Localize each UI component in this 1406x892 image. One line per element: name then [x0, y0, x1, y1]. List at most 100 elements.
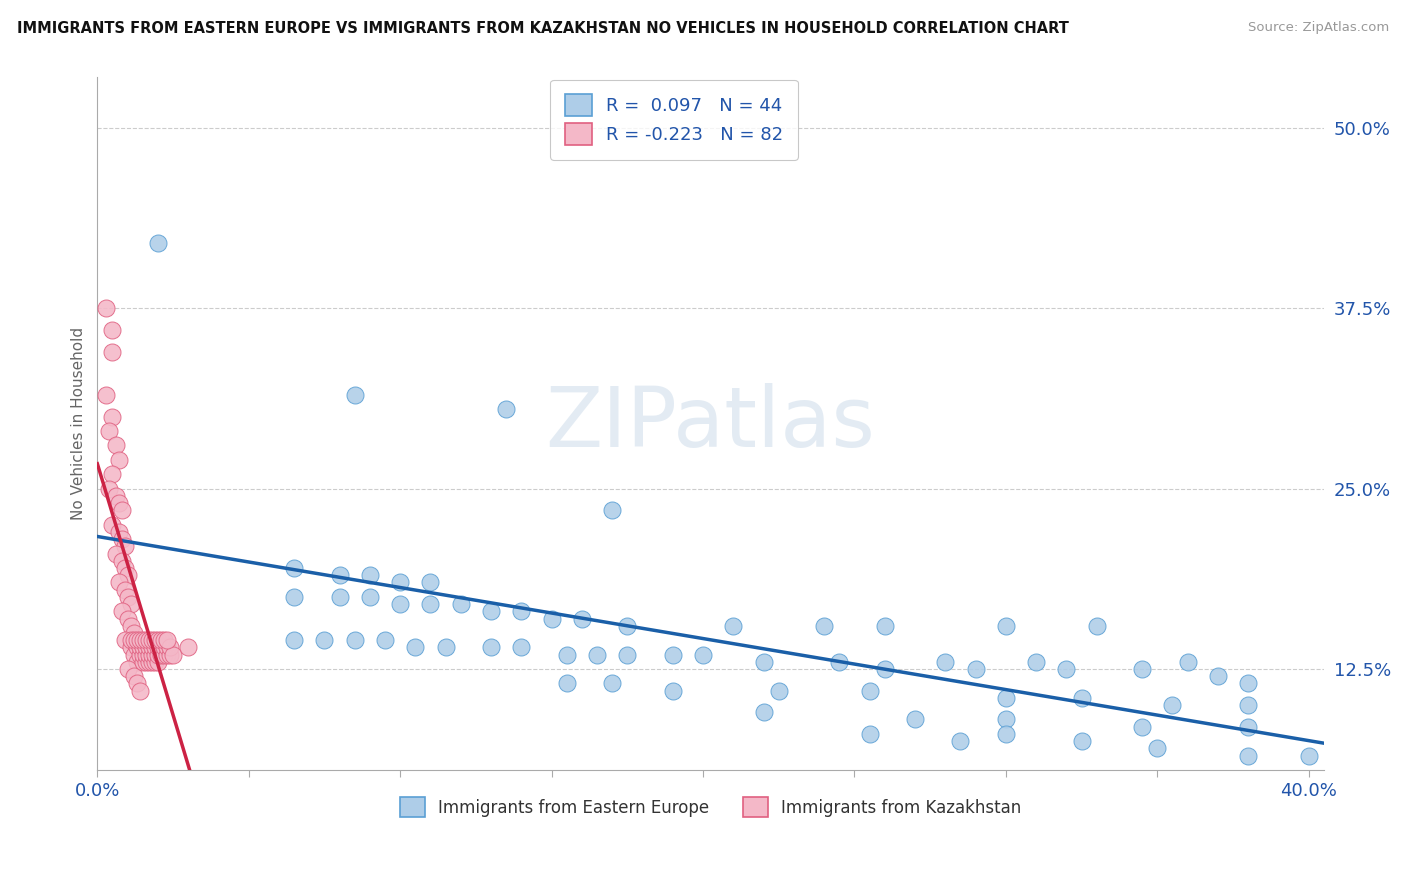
Point [98, 482, 121, 496]
Point [120, 618, 142, 632]
Point [132, 655, 155, 669]
Point [122, 648, 145, 662]
Point [994, 618, 1017, 632]
Point [117, 611, 139, 625]
Point [132, 648, 155, 662]
Point [752, 655, 775, 669]
Point [343, 633, 366, 648]
Point [138, 648, 160, 662]
Point [692, 648, 714, 662]
Point [873, 618, 896, 632]
Point [101, 517, 124, 532]
Point [128, 683, 150, 698]
Point [141, 640, 163, 655]
Point [153, 648, 176, 662]
Point [143, 655, 166, 669]
Point [110, 532, 132, 546]
Point [132, 633, 155, 648]
Point [616, 618, 638, 632]
Point [1237, 720, 1260, 734]
Point [904, 713, 927, 727]
Point [125, 633, 148, 648]
Point [132, 640, 155, 655]
Point [813, 618, 835, 632]
Point [120, 633, 142, 648]
Point [138, 640, 160, 655]
Y-axis label: No Vehicles in Household: No Vehicles in Household [72, 327, 86, 520]
Point [146, 648, 169, 662]
Point [107, 524, 129, 539]
Point [1085, 618, 1108, 632]
Point [949, 734, 972, 748]
Point [135, 655, 157, 669]
Point [135, 633, 157, 648]
Point [143, 648, 166, 662]
Point [114, 582, 136, 597]
Point [110, 503, 132, 517]
Point [723, 618, 745, 632]
Point [1146, 741, 1168, 756]
Point [120, 597, 142, 611]
Point [1237, 676, 1260, 690]
Point [146, 655, 169, 669]
Point [859, 727, 882, 741]
Point [1161, 698, 1184, 712]
Point [479, 604, 502, 618]
Point [149, 633, 172, 648]
Point [1070, 734, 1092, 748]
Point [128, 648, 150, 662]
Point [138, 633, 160, 648]
Point [146, 640, 169, 655]
Point [117, 590, 139, 604]
Point [419, 597, 441, 611]
Point [1237, 698, 1260, 712]
Point [586, 648, 609, 662]
Point [138, 655, 160, 669]
Point [128, 640, 150, 655]
Point [117, 662, 139, 676]
Point [141, 655, 163, 669]
Point [600, 503, 623, 517]
Point [661, 683, 683, 698]
Point [419, 575, 441, 590]
Point [434, 640, 457, 655]
Point [135, 640, 157, 655]
Point [404, 640, 426, 655]
Point [965, 662, 987, 676]
Point [510, 640, 533, 655]
Point [96, 301, 118, 316]
Point [994, 727, 1017, 741]
Point [141, 633, 163, 648]
Point [450, 597, 472, 611]
Point [110, 604, 132, 618]
Point [1206, 669, 1229, 683]
Point [101, 467, 124, 482]
Point [125, 655, 148, 669]
Point [555, 648, 578, 662]
Point [96, 388, 118, 402]
Point [314, 633, 336, 648]
Point [107, 452, 129, 467]
Legend: Immigrants from Eastern Europe, Immigrants from Kazakhstan: Immigrants from Eastern Europe, Immigran… [394, 790, 1028, 824]
Point [510, 604, 533, 618]
Point [143, 640, 166, 655]
Point [114, 633, 136, 648]
Point [146, 236, 169, 251]
Point [329, 568, 352, 582]
Point [128, 633, 150, 648]
Point [153, 640, 176, 655]
Point [479, 640, 502, 655]
Point [859, 683, 882, 698]
Point [122, 633, 145, 648]
Point [104, 438, 127, 452]
Point [571, 611, 593, 625]
Point [101, 323, 124, 337]
Point [162, 648, 184, 662]
Point [555, 676, 578, 690]
Point [122, 669, 145, 683]
Point [374, 633, 396, 648]
Point [117, 568, 139, 582]
Point [600, 676, 623, 690]
Point [1130, 720, 1153, 734]
Point [1237, 748, 1260, 763]
